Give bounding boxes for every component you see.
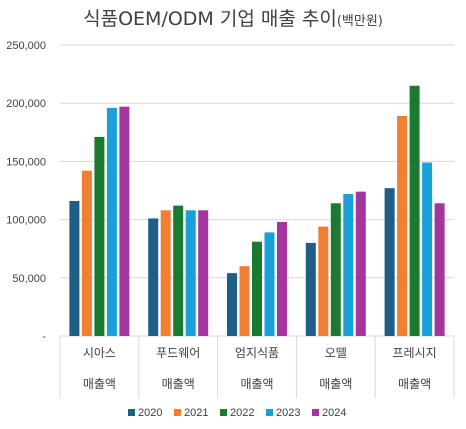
y-tick-label: 200,000 <box>6 98 46 110</box>
x-category-sublabel: 매출액 <box>83 377 116 391</box>
chart-title-text: 식품OEM/ODM 기업 매출 추이 <box>83 8 337 30</box>
bar <box>94 136 105 336</box>
x-category-sublabel: 매출액 <box>162 377 195 391</box>
y-tick-label: 250,000 <box>6 40 46 52</box>
bar <box>173 205 184 336</box>
legend-swatch <box>266 409 273 416</box>
bar <box>305 242 316 336</box>
legend-label: 2023 <box>276 407 300 419</box>
bar <box>81 170 92 336</box>
legend-label: 2020 <box>138 407 162 419</box>
legend-label: 2022 <box>230 407 254 419</box>
x-category-sublabel: 매출액 <box>319 377 352 391</box>
chart-title: 식품OEM/ODM 기업 매출 추이(백만원) <box>0 4 466 31</box>
chart-subtitle: (백만원) <box>336 14 383 29</box>
bar <box>227 273 237 336</box>
legend-label: 2021 <box>184 407 208 419</box>
bar <box>185 210 196 336</box>
bar <box>106 107 117 336</box>
bar <box>239 266 250 336</box>
x-category-label: 프레시지 <box>393 346 437 360</box>
x-category-sublabel: 매출액 <box>240 377 273 391</box>
y-tick-label: 150,000 <box>6 156 46 168</box>
bar <box>422 162 433 336</box>
legend-swatch <box>174 409 181 416</box>
y-tick-label: 50,000 <box>12 273 46 285</box>
bar <box>148 218 159 336</box>
x-category-label: 시아스 <box>83 346 116 360</box>
legend-swatch <box>220 409 227 416</box>
bar <box>264 232 275 336</box>
bar <box>277 221 287 336</box>
x-category-label: 오뗄 <box>325 346 347 360</box>
bar <box>318 226 329 336</box>
bar <box>160 210 171 336</box>
bar <box>119 106 130 336</box>
legend-swatch <box>312 409 319 416</box>
bar <box>409 85 420 337</box>
legend-swatch <box>128 409 135 416</box>
bar <box>434 203 445 336</box>
x-category-sublabel: 매출액 <box>398 377 431 391</box>
bar <box>343 193 354 336</box>
bar <box>252 241 262 336</box>
x-category-label: 엄지식품 <box>235 346 279 360</box>
bar <box>330 203 341 336</box>
x-category-label: 푸드웨어 <box>156 346 200 360</box>
bar <box>355 191 366 336</box>
legend-label: 2024 <box>322 407 346 419</box>
bar <box>198 210 209 336</box>
bar <box>384 188 395 336</box>
y-tick-label: - <box>42 331 46 343</box>
bar <box>397 116 408 336</box>
y-tick-label: 100,000 <box>6 215 46 227</box>
bar <box>69 200 80 336</box>
